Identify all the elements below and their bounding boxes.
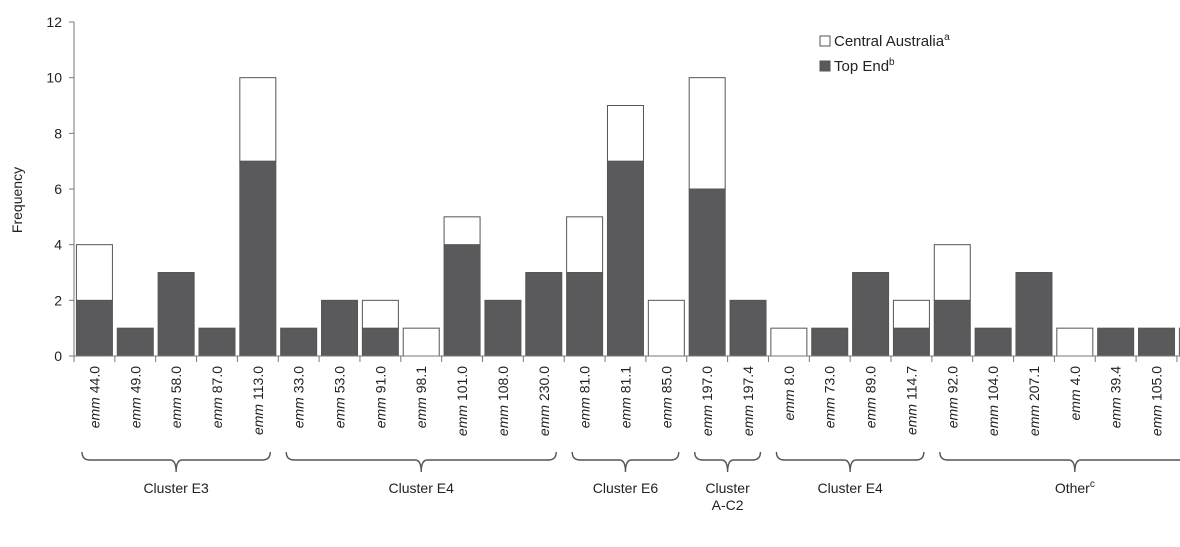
x-tick-label: emm 58.0 xyxy=(168,366,184,428)
bar-segment-top-end xyxy=(443,244,481,357)
group-label: Cluster E6 xyxy=(593,480,659,496)
x-tick-label: emm 108.0 xyxy=(495,366,511,436)
bar-segment-top-end xyxy=(198,327,236,357)
bar-segment-central-australia xyxy=(606,105,644,162)
cluster-groups: Cluster E3 Cluster E4 Cluster E6 ClusterA-C… xyxy=(81,451,1180,513)
y-axis-title: Frequency xyxy=(9,167,25,233)
bar-segment-central-australia xyxy=(770,327,808,357)
bar-segment-top-end xyxy=(116,327,154,357)
legend-entry: Top Endb xyxy=(834,57,895,75)
x-tick-label: emm 197.4 xyxy=(740,366,756,436)
y-tick-label: 8 xyxy=(54,125,62,141)
x-tick-label: emm 207.1 xyxy=(1026,366,1042,436)
group-brace xyxy=(694,451,762,473)
bar-segment-top-end xyxy=(75,299,113,357)
group-label: A-C2 xyxy=(712,497,744,513)
bars xyxy=(75,77,1180,357)
group-brace xyxy=(81,451,271,473)
y-tick-label: 6 xyxy=(54,181,62,197)
x-tick-label: emm 92.0 xyxy=(944,366,960,428)
x-tick-label: emm 73.0 xyxy=(822,366,838,428)
bar-segment-central-australia xyxy=(402,327,440,357)
group-label: Cluster E4 xyxy=(817,480,883,496)
x-tick-label: emm 114.7 xyxy=(903,366,919,435)
y-axis: 0 2 4 6 8 10 12 xyxy=(46,14,75,364)
bar-segment-top-end xyxy=(1015,272,1053,357)
bar-segment-top-end xyxy=(688,188,726,357)
bar-segment-top-end xyxy=(1097,327,1135,357)
x-tick-label: emm 101.0 xyxy=(454,366,470,436)
bar-segment-central-australia xyxy=(933,244,971,301)
legend-swatch xyxy=(819,35,831,47)
x-tick-label: emm 91.0 xyxy=(372,366,388,428)
bar-segment-top-end xyxy=(566,272,604,357)
y-tick-label: 10 xyxy=(46,70,62,86)
bar-segment-top-end xyxy=(484,299,522,357)
y-tick-label: 2 xyxy=(54,292,62,308)
x-tick-label: emm 44.0 xyxy=(86,366,102,428)
x-tick-label: emm 87.0 xyxy=(209,366,225,428)
group-brace xyxy=(571,451,680,473)
bar-segment-top-end xyxy=(361,327,399,357)
bar-segment-central-australia xyxy=(361,299,399,329)
x-tick-label: emm 98.1 xyxy=(413,366,429,428)
x-tick-label: emm 4.0 xyxy=(1067,366,1083,421)
bar-segment-central-australia xyxy=(75,244,113,301)
bar-segment-central-australia xyxy=(892,299,930,329)
y-tick-label: 4 xyxy=(54,237,62,253)
group-brace xyxy=(939,451,1180,473)
bar-segment-top-end xyxy=(729,299,767,357)
bar-segment-top-end xyxy=(892,327,930,357)
bar-segment-central-australia xyxy=(443,216,481,246)
bar-segment-top-end xyxy=(321,299,359,357)
group-brace xyxy=(775,451,925,473)
group-label: Otherc xyxy=(1055,479,1095,496)
bar-segment-top-end xyxy=(811,327,849,357)
group-brace xyxy=(285,451,557,473)
legend-entry: Central Australiaa xyxy=(834,32,950,50)
bar-segment-top-end xyxy=(280,327,318,357)
x-tick-label: emm 230.0 xyxy=(536,366,552,436)
group-label: Cluster xyxy=(705,480,750,496)
bar-segment-top-end xyxy=(239,160,277,357)
x-tick-label: emm 8.0 xyxy=(781,366,797,421)
legend: Central Australiaa Top Endb xyxy=(819,32,950,75)
bar-segment-top-end xyxy=(606,160,644,357)
y-tick-label: 12 xyxy=(46,14,62,30)
bar-segment-top-end xyxy=(974,327,1012,357)
bar-segment-central-australia xyxy=(1056,327,1094,357)
x-axis: emm 44.0 emm 49.0 emm 58.0 emm 87.0 emm 113.… xyxy=(73,355,1180,436)
x-tick-label: emm 33.0 xyxy=(291,366,307,428)
bar-segment-central-australia xyxy=(688,77,726,190)
bar-segment-central-australia xyxy=(239,77,277,162)
y-tick-label: 0 xyxy=(54,348,62,364)
bar-segment-top-end xyxy=(157,272,195,357)
x-tick-label: emm 113.0 xyxy=(250,366,266,435)
bar-segment-top-end xyxy=(525,272,563,357)
x-tick-label: emm 105.0 xyxy=(1149,366,1165,436)
x-tick-label: emm 49.0 xyxy=(127,366,143,428)
x-tick-label: emm 53.0 xyxy=(332,366,348,428)
x-tick-label: emm 85.0 xyxy=(658,366,674,428)
legend-swatch xyxy=(819,60,831,72)
x-tick-label: emm 197.0 xyxy=(699,366,715,436)
bar-segment-top-end xyxy=(933,299,971,357)
x-tick-label: emm 39.4 xyxy=(1108,366,1124,428)
group-label: Cluster E4 xyxy=(389,480,455,496)
bar-segment-central-australia xyxy=(566,216,604,273)
x-tick-label: emm 81.0 xyxy=(577,366,593,428)
x-tick-label: emm 81.1 xyxy=(617,366,633,428)
x-tick-label: emm 89.0 xyxy=(863,366,879,428)
bar-segment-top-end xyxy=(852,272,890,357)
bar-segment-central-australia xyxy=(647,299,685,357)
group-label: Cluster E3 xyxy=(143,480,209,496)
x-tick-label: emm 104.0 xyxy=(985,366,1001,436)
bar-segment-top-end xyxy=(1138,327,1176,357)
